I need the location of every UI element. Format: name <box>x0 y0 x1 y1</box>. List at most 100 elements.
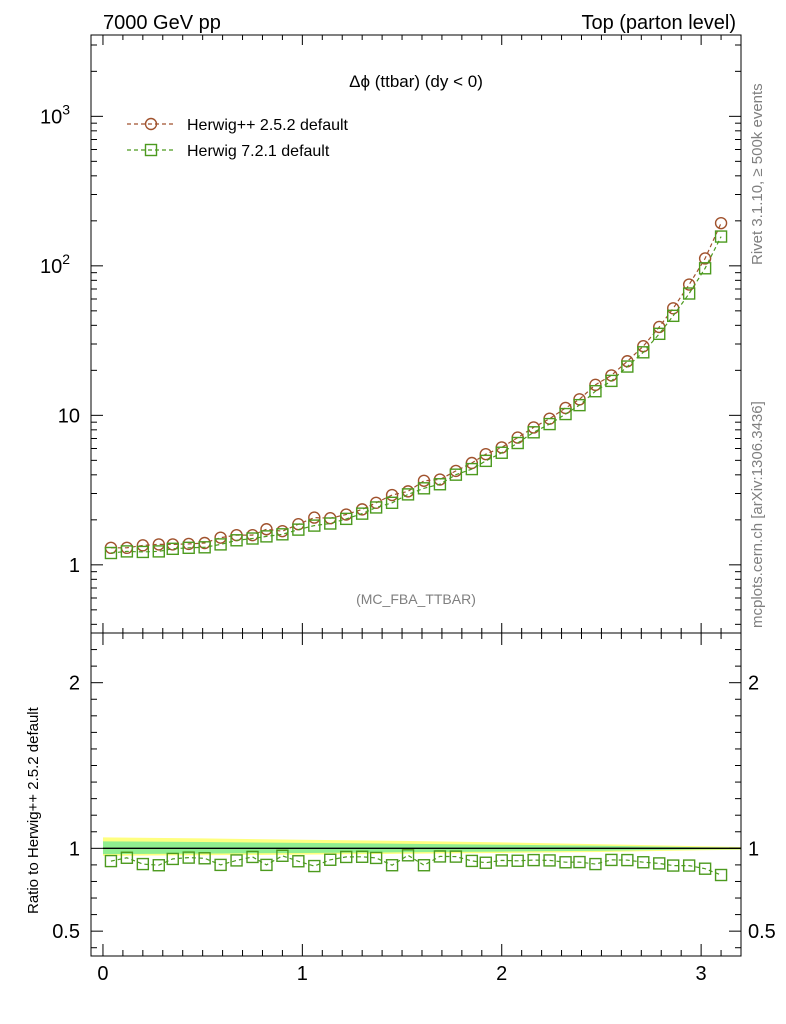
ratio-point-herwig7 <box>559 856 572 869</box>
ratio-axis-ticks: 0 1 2 3 0.5 0.5 1 1 2 2 <box>52 633 776 985</box>
ratio-x-tick-label: 3 <box>696 963 707 985</box>
ratio-point-herwig7 <box>543 854 556 867</box>
ratio-y-tick-label-right: 1 <box>748 838 759 860</box>
ratio-x-tick-label: 0 <box>97 963 108 985</box>
ratio-point-herwig7 <box>136 857 150 871</box>
data-point-herwig7 <box>152 545 165 558</box>
ratio-point-herwig7 <box>198 852 211 865</box>
ratio-point-herwig7 <box>605 853 618 867</box>
ratio-point-herwig7 <box>433 850 447 863</box>
data-point-herwig7 <box>166 542 179 556</box>
data-point-herwig7 <box>667 309 680 323</box>
ratio-point-herwig7 <box>340 850 353 864</box>
data-point-herwig7 <box>246 532 259 545</box>
ratio-point-herwig7 <box>276 849 289 862</box>
watermark: (MC_FBA_TTBAR) <box>356 591 476 607</box>
data-point-herwig7 <box>605 374 618 388</box>
main-title: Δϕ (ttbar) (dy < 0) <box>349 72 483 91</box>
header-right: Top (parton level) <box>581 12 736 34</box>
data-point-herwig7 <box>340 512 353 526</box>
ratio-y-tick-label-right: 2 <box>748 673 759 695</box>
data-point-herwig7 <box>449 468 463 481</box>
data-point-herwig7 <box>433 478 447 491</box>
data-point-herwig7 <box>385 496 399 509</box>
data-point-herwig7 <box>292 523 305 536</box>
ratio-point-herwig7 <box>214 858 227 872</box>
legend-entry-herwig7: Herwig 7.2.1 default <box>127 143 330 160</box>
main-y-tick-exponent: 3 <box>62 101 70 117</box>
ratio-point-herwig7 <box>714 868 728 882</box>
data-point-herwig7 <box>308 519 321 532</box>
data-point-herwig7 <box>573 398 586 412</box>
legend: Herwig++ 2.5.2 default Herwig 7.2.1 defa… <box>127 117 349 160</box>
data-point-herwig7 <box>182 541 195 555</box>
data-point-herwigpp <box>698 252 712 265</box>
data-point-herwig7 <box>589 385 602 398</box>
ratio-y-tick-label: 2 <box>69 673 80 695</box>
legend-label-herwigpp: Herwig++ 2.5.2 default <box>187 117 349 134</box>
data-point-herwig7 <box>104 546 118 560</box>
data-point-herwig7 <box>479 454 492 468</box>
mcplots-label: mcplots.cern.ch [arXiv:1306.3436] <box>749 401 766 628</box>
data-point-herwig7 <box>682 287 696 300</box>
ratio-point-herwig7 <box>589 857 602 871</box>
ratio-series-line <box>110 854 722 876</box>
data-point-herwigpp <box>308 511 321 524</box>
ratio-panel: 0 1 2 3 0.5 0.5 1 1 2 2 <box>52 632 776 985</box>
main-y-tick-base: 1 <box>69 555 80 577</box>
data-point-herwigpp <box>667 302 680 315</box>
ratio-point-herwig7 <box>120 851 134 864</box>
data-point-herwig7 <box>369 501 383 514</box>
ratio-x-tick-label: 1 <box>297 963 308 985</box>
data-point-herwig7 <box>543 417 556 431</box>
data-point-herwig7 <box>698 262 712 275</box>
ratio-y-tick-label: 0.5 <box>52 921 80 943</box>
data-point-herwigpp <box>385 488 399 502</box>
data-point-herwig7 <box>355 507 369 520</box>
ratio-point-herwig7 <box>465 854 479 868</box>
header-left: 7000 GeV pp <box>103 12 221 34</box>
ratio-point-herwig7 <box>667 859 680 872</box>
data-point-herwigpp <box>136 539 150 552</box>
ratio-point-herwig7 <box>385 859 399 872</box>
data-point-herwig7 <box>260 530 273 543</box>
ratio-point-herwig7 <box>104 854 118 868</box>
ratio-bands <box>102 837 741 856</box>
data-point-herwig7 <box>324 517 337 530</box>
series-line-1 <box>110 236 722 554</box>
data-point-herwigpp <box>152 538 165 551</box>
ratio-point-herwig7 <box>166 852 179 866</box>
main-y-tick-label: 1 <box>69 555 80 577</box>
data-point-herwig7 <box>136 545 150 559</box>
data-point-herwig7 <box>465 462 479 476</box>
ratio-point-herwig7 <box>292 855 305 868</box>
legend-label-herwig7: Herwig 7.2.1 default <box>187 143 330 160</box>
data-point-herwig7 <box>401 488 415 501</box>
ratio-point-herwig7 <box>355 850 369 863</box>
main-y-tick-base: 10 <box>40 106 62 128</box>
ratio-point-herwig7 <box>308 859 321 873</box>
ratio-point-herwig7 <box>152 859 165 872</box>
ratio-point-herwig7 <box>527 853 540 867</box>
data-point-herwig7 <box>230 534 243 547</box>
ratio-frame <box>90 632 742 957</box>
main-y-tick-label: 10 <box>58 405 80 427</box>
data-point-herwigpp <box>260 523 273 536</box>
data-point-herwigpp <box>401 485 415 498</box>
data-point-herwig7 <box>714 230 728 243</box>
main-y-tick-base: 10 <box>58 405 80 427</box>
ratio-point-herwig7 <box>260 858 273 872</box>
data-point-herwig7 <box>653 327 666 341</box>
data-point-herwigpp <box>479 447 492 461</box>
ratio-ylabel: Ratio to Herwig++ 2.5.2 default <box>25 706 42 914</box>
ratio-point-herwig7 <box>637 856 650 869</box>
data-point-herwig7 <box>637 346 650 359</box>
data-point-herwig7 <box>276 528 289 541</box>
ratio-point-herwig7 <box>182 851 195 864</box>
main-y-tick-base: 10 <box>40 256 62 278</box>
ratio-point-herwig7 <box>698 862 712 875</box>
ratio-point-herwig7 <box>573 855 586 869</box>
ratio-y-tick-label-right: 0.5 <box>748 921 776 943</box>
